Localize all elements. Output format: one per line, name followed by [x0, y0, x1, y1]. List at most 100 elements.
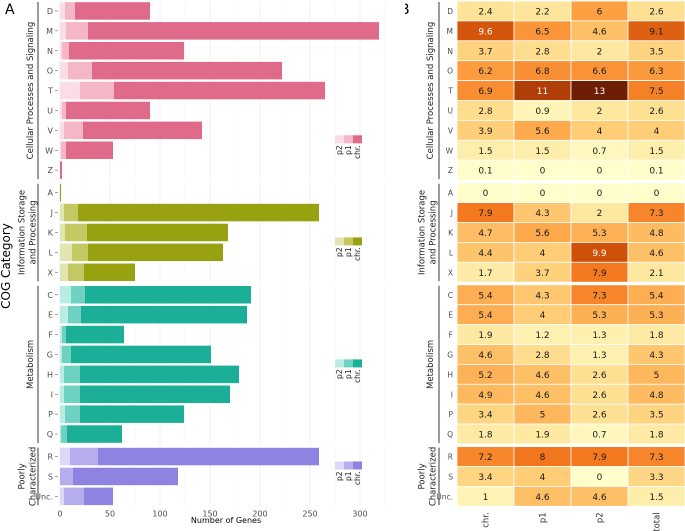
bar-p2-c — [60, 286, 71, 304]
bar-p1-m — [66, 22, 88, 40]
bar-chr-x — [84, 263, 135, 281]
heat-value: 4.6 — [535, 493, 550, 503]
heat-value: 4.3 — [535, 291, 549, 301]
heat-value: 7.5 — [649, 87, 663, 97]
bar-chr-e — [81, 305, 247, 324]
heat-value: 2.8 — [535, 47, 550, 57]
heat-value: 3.3 — [649, 473, 663, 483]
heat-row-label: T — [447, 87, 453, 96]
bar-p2-o — [60, 61, 68, 80]
group-strip-label: Information Storage — [18, 190, 28, 275]
bar-p2-i — [60, 385, 64, 403]
heat-row-label: Z — [448, 166, 453, 175]
heat-row-label: I — [451, 390, 453, 399]
x-tick-label: 300 — [352, 509, 367, 518]
heat-value: 2.8 — [535, 351, 550, 361]
heat-row-label: G — [447, 350, 453, 359]
bar-p2-r — [60, 447, 70, 466]
legend-swatch — [344, 461, 353, 470]
bar-chr-f — [66, 325, 124, 344]
heat-value: 3.7 — [478, 47, 492, 57]
heat-value: 1.5 — [649, 493, 663, 503]
bar-p2-l — [60, 243, 72, 262]
bar-p2-u — [60, 101, 62, 120]
heat-column-label: p1 — [539, 512, 549, 523]
heat-value: 4.6 — [535, 391, 550, 401]
bar-category-label: C — [47, 291, 53, 300]
bar-chr-z — [60, 161, 62, 179]
heat-value: 2.6 — [592, 411, 607, 421]
heat-value: 1.2 — [535, 331, 549, 341]
legend-label: p1 — [344, 471, 353, 481]
heat-value: 1.3 — [592, 351, 606, 361]
bar-p2-w — [60, 141, 61, 159]
heat-value: 9.6 — [478, 27, 493, 37]
heat-value: 4.6 — [592, 27, 607, 37]
heat-value: 6.3 — [649, 67, 663, 77]
legend-label: chr. — [353, 247, 362, 261]
bar-p2-f — [60, 325, 62, 344]
bar-p1-j — [64, 203, 78, 222]
legend-swatch — [353, 359, 362, 368]
bar-category-label: M — [46, 27, 53, 36]
legend-label: chr. — [353, 145, 362, 159]
heat-value: 6.8 — [535, 67, 550, 77]
heat-value: 0 — [483, 189, 489, 199]
bar-p1-g — [62, 345, 71, 364]
heat-value: 2.2 — [535, 7, 549, 17]
x-tick-label: 250 — [302, 509, 317, 518]
heat-value: 4.6 — [649, 249, 664, 259]
heat-value: 6.6 — [592, 67, 607, 77]
heat-column-label: p2 — [596, 512, 606, 523]
heat-row-label: K — [448, 228, 454, 237]
bar-p1-n — [62, 42, 69, 60]
heat-value: 7.3 — [592, 291, 606, 301]
heat-value: 3.5 — [649, 47, 663, 57]
bar-category-label: W — [45, 146, 53, 155]
heat-value: 0 — [597, 167, 603, 177]
legend-label: p1 — [344, 145, 353, 155]
heat-value: 13 — [594, 87, 605, 97]
bar-chr-q — [67, 425, 122, 443]
heat-row-label: X — [448, 268, 453, 277]
group-strips: Cellular Processes and Signaling Cellular… — [18, 2, 440, 506]
y-axis-title: COG Category — [0, 223, 13, 309]
legend-label: p2 — [335, 145, 344, 155]
group-strip-label: and Processing — [29, 200, 39, 264]
bar-p1-k — [65, 223, 87, 242]
heat-value: 4 — [540, 473, 546, 483]
heat-value: 11 — [537, 87, 548, 97]
heat-column-label: total — [653, 512, 663, 531]
group-strip-label: Poorly — [418, 463, 428, 489]
heat-value: 6.5 — [535, 27, 549, 37]
heat-value: 1 — [483, 493, 489, 503]
bar-category-label: T — [47, 87, 53, 96]
heat-row-label: R — [448, 453, 453, 462]
bar-p2-q — [60, 425, 61, 443]
x-tick-label: 150 — [202, 509, 217, 518]
group-strip-label: Information Storage — [418, 190, 428, 275]
heat-row-label: Q — [447, 430, 453, 439]
bar-chr-r — [98, 447, 319, 466]
heat-row-label: W — [446, 146, 454, 155]
legend-swatch — [344, 135, 353, 144]
heat-value: 2 — [597, 47, 603, 57]
heat-cell — [627, 485, 685, 507]
heat-cell — [627, 423, 685, 445]
legend-label: p2 — [335, 471, 344, 481]
legend-swatch — [335, 237, 344, 246]
heat-row-label: V — [448, 126, 454, 135]
heat-value: 5.4 — [478, 291, 493, 301]
heat-value: 4.6 — [478, 351, 493, 361]
bar-p1-f — [62, 325, 66, 344]
legend-swatch — [353, 135, 362, 144]
bar-category-label: D — [47, 7, 53, 16]
heat-value: 4 — [654, 127, 660, 137]
bar-category-label: P — [48, 410, 53, 419]
heat-value: 2.8 — [478, 107, 493, 117]
heat-value: 3.5 — [649, 411, 663, 421]
heat-value: 7.2 — [478, 453, 492, 463]
heat-value: 1.9 — [535, 431, 550, 441]
heat-value: 2.4 — [478, 7, 493, 17]
